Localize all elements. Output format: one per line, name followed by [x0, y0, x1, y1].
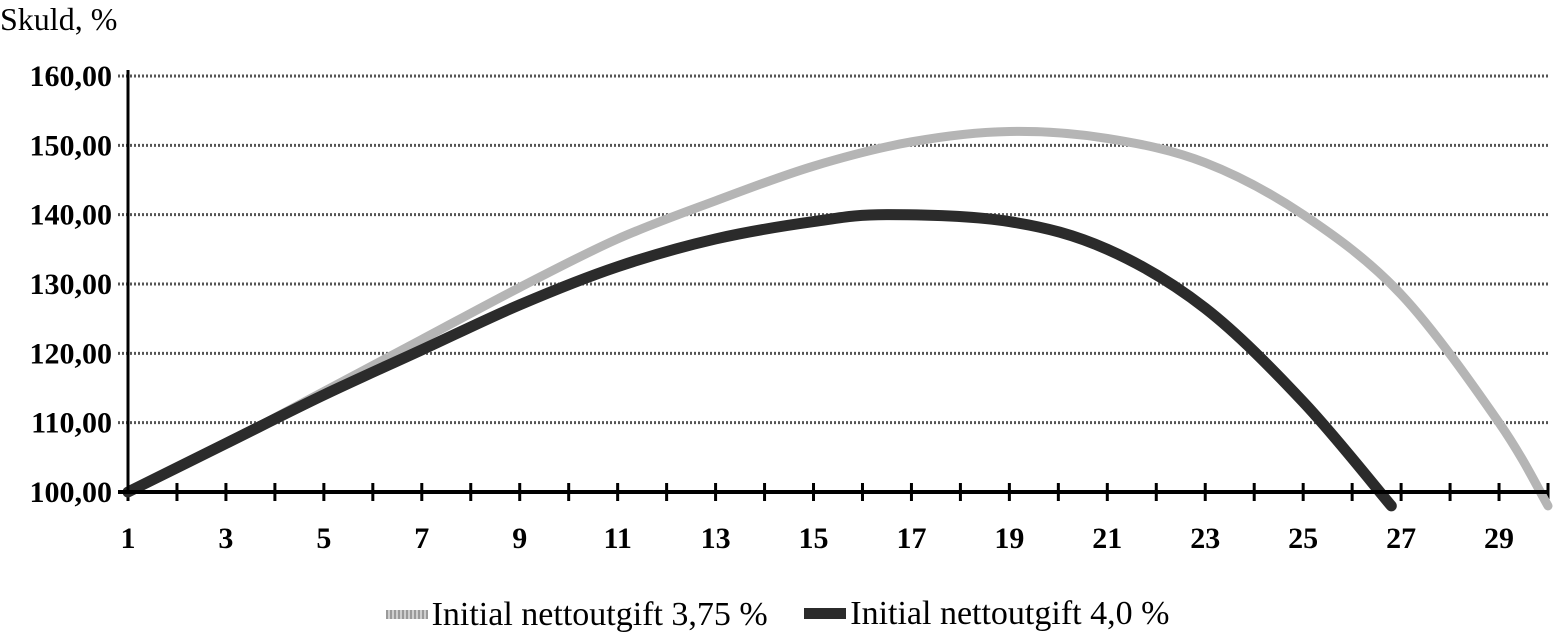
- y-tick-label: 160,00: [30, 60, 113, 93]
- x-tick-label: 27: [1386, 522, 1416, 555]
- x-tick-label: 13: [701, 522, 731, 555]
- legend-swatch-dark: [804, 608, 847, 619]
- y-axis-title: Skuld, %: [0, 1, 117, 37]
- legend-swatch-light: [385, 610, 428, 619]
- legend-label-series-2: Initial nettoutgift 4,0 %: [850, 594, 1170, 632]
- legend: Initial nettoutgift 3,75 % Initial netto…: [0, 590, 1555, 634]
- x-tick-label: 1: [121, 522, 136, 555]
- x-tick-label: 5: [316, 522, 331, 555]
- legend-label-series-1: Initial nettoutgift 3,75 %: [431, 595, 768, 633]
- x-tick-label: 25: [1288, 522, 1318, 555]
- legend-item-series-2: Initial nettoutgift 4,0 %: [804, 595, 1169, 633]
- x-tick-label: 7: [414, 522, 429, 555]
- x-tick-label: 9: [512, 522, 527, 555]
- x-tick-label: 3: [218, 522, 233, 555]
- x-tick-label: 11: [603, 522, 631, 555]
- x-tick-label: 21: [1092, 522, 1122, 555]
- y-tick-label: 100,00: [30, 476, 113, 509]
- y-tick-label: 120,00: [30, 337, 113, 370]
- x-tick-label: 17: [896, 522, 926, 555]
- y-tick-label: 130,00: [30, 268, 113, 301]
- x-tick-label: 19: [994, 522, 1024, 555]
- y-tick-label: 150,00: [30, 129, 113, 162]
- series-line-2: [122, 209, 1397, 512]
- x-tick-label: 23: [1190, 522, 1220, 555]
- legend-item-series-1: Initial nettoutgift 3,75 %: [385, 595, 768, 634]
- grid-lines: [118, 74, 1548, 425]
- x-tick-label: 15: [799, 522, 829, 555]
- y-tick-label: 140,00: [30, 199, 113, 232]
- x-tick-label: 29: [1484, 522, 1514, 555]
- x-tick-labels: 1 3 5 7 9 11 13 15 17 19 21 23 25 27 29: [121, 522, 1515, 555]
- y-tick-label: 110,00: [31, 407, 112, 440]
- series-line-1: [123, 126, 1553, 511]
- series-lines: [122, 126, 1553, 512]
- y-tick-labels: 100,00 110,00 120,00 130,00 140,00 150,00 160,…: [30, 60, 113, 509]
- axes: [118, 70, 1548, 494]
